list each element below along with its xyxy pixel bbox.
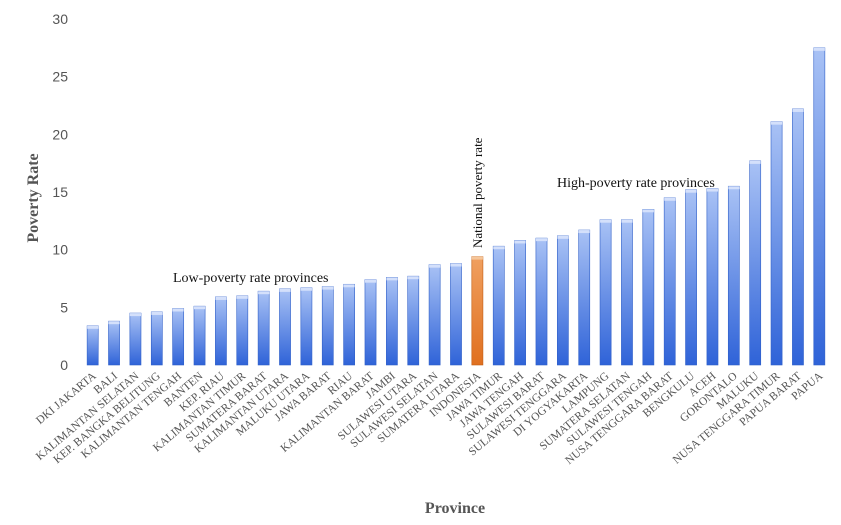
bar-cap <box>279 288 291 292</box>
high-poverty-annotation: High-poverty rate provinces <box>557 176 715 191</box>
bar-cap <box>450 263 462 267</box>
bar-sulawesi-tenggara <box>556 235 569 366</box>
bar-sumatera-barat <box>257 290 270 366</box>
bar-papua-barat <box>792 108 804 366</box>
bar-cap <box>407 276 419 280</box>
bar-cap <box>215 296 227 300</box>
bar-bengkulu <box>685 189 697 366</box>
bar-riau <box>343 283 355 366</box>
bar-cap <box>493 246 505 250</box>
bar-cap <box>386 277 398 281</box>
x-axis-label: Province <box>425 500 485 517</box>
bar-maluku <box>749 160 762 366</box>
bar-cap <box>108 321 120 325</box>
bar-jawa-tengah <box>514 240 526 366</box>
bar-cap <box>557 235 569 239</box>
bar-sulawesi-utara <box>407 275 420 366</box>
bar-maluku-utara <box>300 287 313 366</box>
y-tick-label: 20 <box>52 126 68 142</box>
bar-cap <box>535 238 548 242</box>
bar-kalimantan-selatan <box>129 312 142 366</box>
bar-cap <box>600 219 612 223</box>
bar-cap <box>664 197 676 201</box>
bar-kalimantan-tengah <box>172 308 185 366</box>
bar-jawa-barat <box>321 286 334 366</box>
y-axis-label: Poverty Rate <box>25 153 42 242</box>
bar-nusa-tenggara-barat <box>663 197 676 366</box>
y-axis-ticks: 0 5 10 15 20 25 30 <box>52 11 68 373</box>
bar-cap <box>343 284 355 288</box>
bar-kalimantan-utara <box>279 288 291 366</box>
bar-kep-riau <box>215 296 227 366</box>
bar-jawa-timur <box>492 245 505 366</box>
bar-banten <box>193 305 206 366</box>
bar-di-yogyakarta <box>578 229 591 366</box>
bar-lampung <box>599 219 612 366</box>
bar-cap <box>728 186 740 190</box>
y-tick-label: 15 <box>52 184 68 200</box>
y-tick-label: 30 <box>52 11 68 27</box>
national-poverty-annotation: National poverty rate <box>470 137 485 248</box>
bar-cap <box>300 287 312 291</box>
bars-group <box>86 47 826 366</box>
bar-sumatera-utara <box>450 263 462 366</box>
bar-sumatera-selatan <box>621 219 633 366</box>
bar-kalimantan-barat <box>364 279 377 366</box>
bar-cap <box>642 209 654 213</box>
y-tick-label: 25 <box>52 69 68 85</box>
bar-aceh <box>706 188 719 366</box>
y-tick-label: 5 <box>60 299 68 315</box>
bar-cap <box>813 47 825 51</box>
bar-indonesia <box>471 256 484 366</box>
bar-cap <box>749 160 761 164</box>
bar-sulawesi-barat <box>535 237 548 366</box>
bar-cap <box>236 295 248 299</box>
bar-papua <box>813 47 826 366</box>
bar-cap <box>129 313 141 317</box>
bar-cap <box>514 240 526 244</box>
y-tick-label: 0 <box>60 357 68 373</box>
bar-cap <box>364 279 377 283</box>
bar-cap <box>193 306 206 310</box>
bar-sulawesi-selatan <box>428 264 441 366</box>
bar-sulawesi-tengah <box>642 209 655 366</box>
low-poverty-annotation: Low-poverty rate provinces <box>173 271 329 286</box>
bar-cap <box>172 308 184 312</box>
bar-cap <box>151 311 163 315</box>
bar-cap <box>87 325 99 329</box>
bar-cap <box>706 188 719 192</box>
bar-cap <box>322 286 334 290</box>
bar-nusa-tenggara-timur <box>770 121 783 366</box>
bar-cap <box>471 256 483 260</box>
bar-bali <box>108 320 120 366</box>
bar-cap <box>429 264 441 268</box>
bar-cap <box>258 291 270 295</box>
bar-dki-jakarta <box>86 325 99 366</box>
bar-cap <box>621 219 633 223</box>
bar-kalimantan-timur <box>236 295 249 366</box>
bar-kep-bangka-belitung <box>150 311 163 366</box>
bar-cap <box>771 121 783 125</box>
bar-cap <box>792 108 804 112</box>
bar-jambi <box>386 277 398 366</box>
bar-cap <box>578 230 590 234</box>
y-tick-label: 10 <box>52 242 68 258</box>
bar-gorontalo <box>727 185 740 366</box>
bar-cap <box>685 189 697 193</box>
